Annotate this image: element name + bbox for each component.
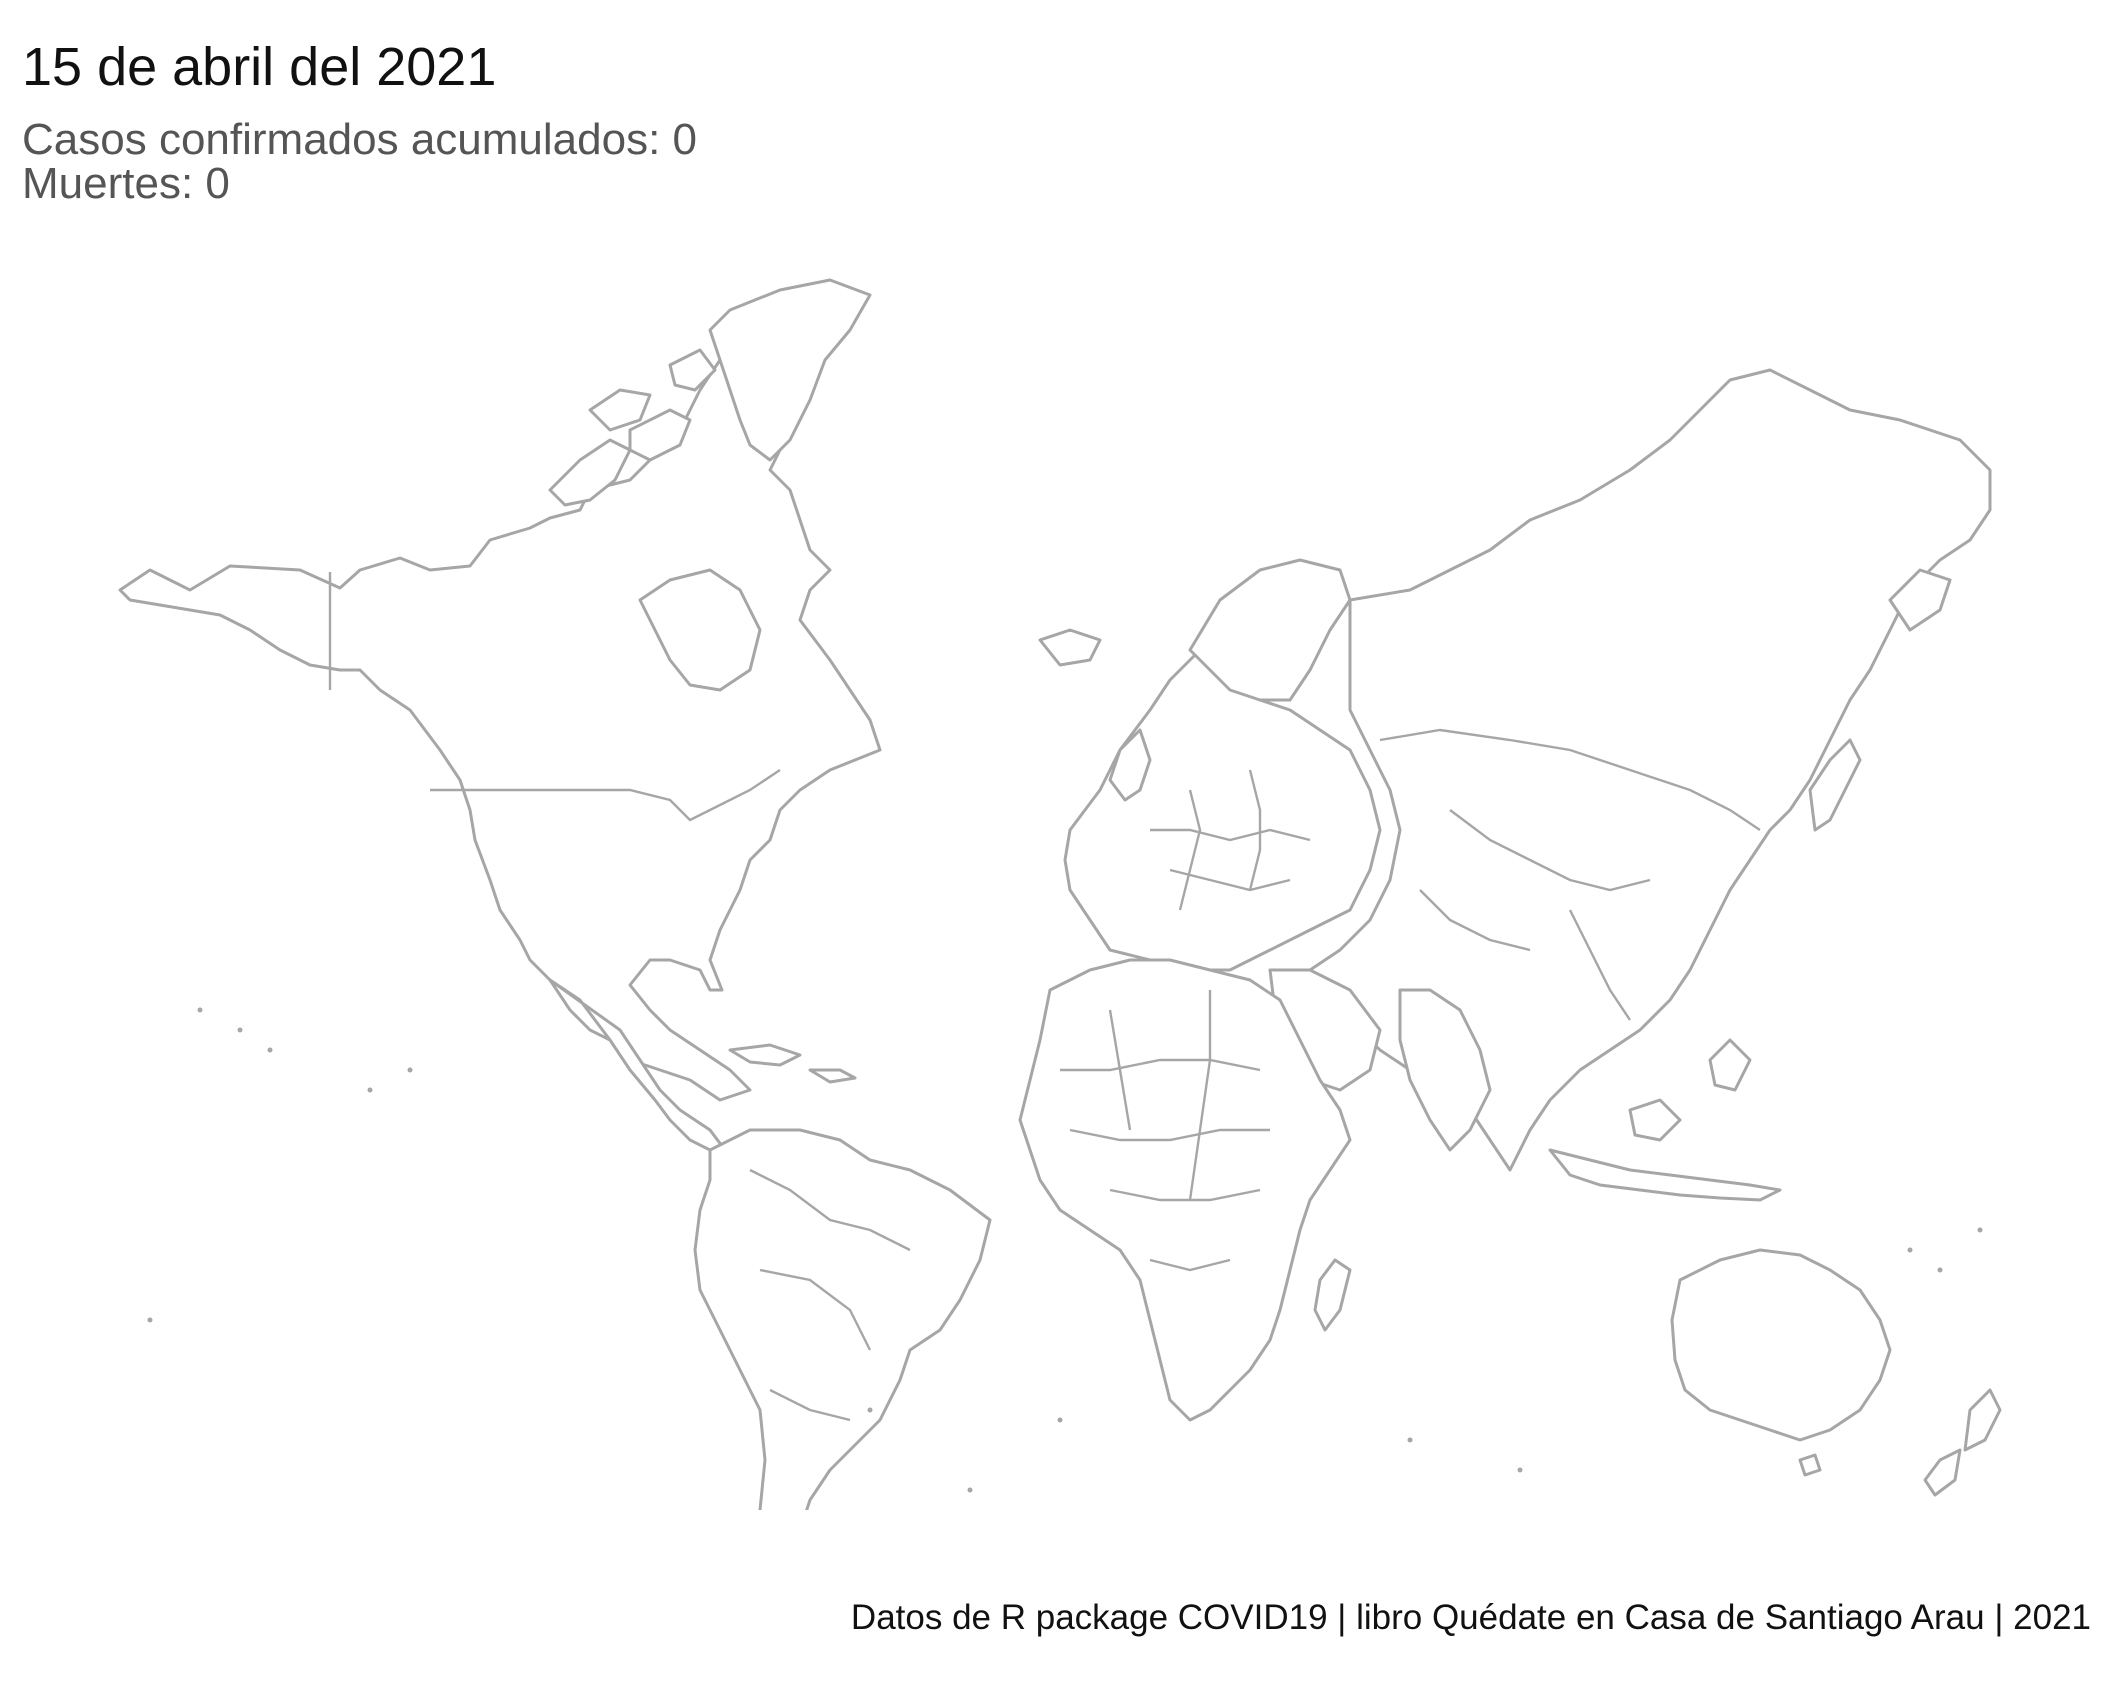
uk-outline: [1108, 728, 1152, 802]
map-subtitle: Casos confirmados acumulados: 0 Muertes:…: [22, 118, 697, 206]
north-america-outline: [118, 308, 882, 1102]
new-zealand-outline: [1963, 1388, 2002, 1452]
deaths-count: Muertes: 0: [22, 159, 230, 208]
south-america-outline: [693, 1128, 992, 1510]
cases-count: Casos confirmados acumulados: 0: [22, 115, 697, 164]
africa-outline: [1018, 958, 1352, 1422]
india-outline: [1398, 988, 1492, 1152]
data-source-caption: Datos de R package COVID19 | libro Quéda…: [850, 1598, 2091, 1637]
japan-outline: [1808, 738, 1862, 832]
scandinavia-outline: [1188, 558, 1352, 702]
indonesia-outline: [1548, 1148, 1782, 1202]
iceland-outline: [1038, 628, 1102, 667]
world-map: [118, 278, 2002, 1510]
madagascar-outline: [1313, 1258, 1352, 1332]
australia-outline: [1670, 1248, 1892, 1442]
europe-outline: [1063, 618, 1382, 972]
map-title: 15 de abril del 2021: [22, 37, 497, 97]
greenland-outline: [708, 278, 872, 462]
